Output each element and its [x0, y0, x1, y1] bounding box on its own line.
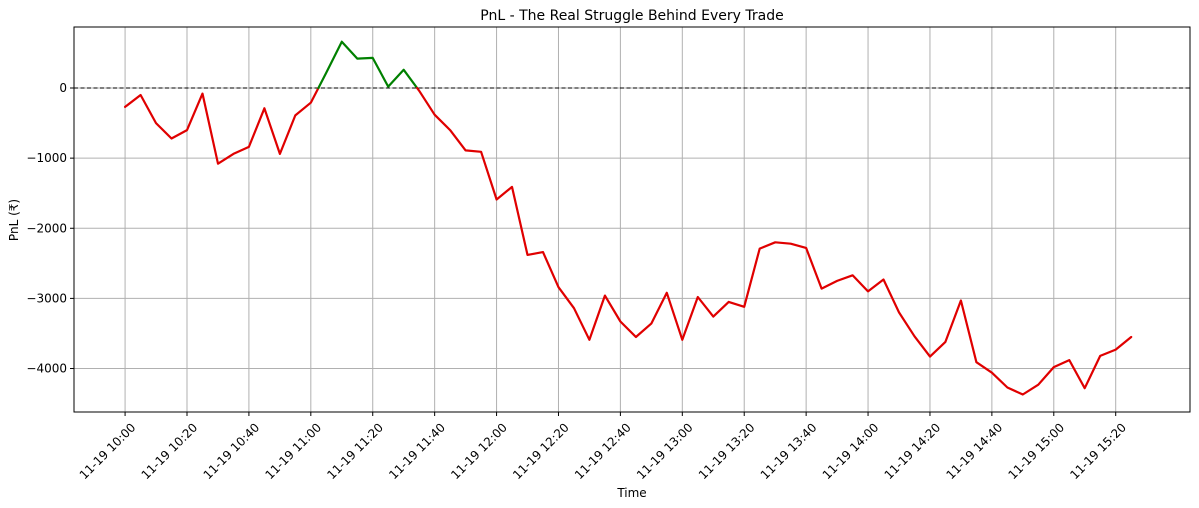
- pnl-series: [124, 40, 1133, 396]
- y-tick-label: −1000: [26, 151, 67, 165]
- x-tick-label: 11-19 13:00: [634, 420, 696, 482]
- pnl-line-positive: [317, 40, 419, 90]
- y-axis-ticks: −4000 −3000 −2000 −1000 0: [26, 81, 74, 376]
- x-tick-label: 11-19 15:20: [1067, 420, 1129, 482]
- x-tick-label: 11-19 14:20: [882, 420, 944, 482]
- x-tick-label: 11-19 12:20: [510, 420, 572, 482]
- x-axis-label: Time: [616, 486, 646, 500]
- x-tick-label: 11-19 13:20: [696, 420, 758, 482]
- x-tick-label: 11-19 15:00: [1005, 420, 1067, 482]
- x-axis-ticks: 11-19 10:00 11-19 10:20 11-19 10:40 11-19 1…: [77, 412, 1129, 482]
- x-tick-label: 11-19 12:40: [572, 420, 634, 482]
- y-tick-label: 0: [59, 81, 67, 95]
- pnl-line-negative: [124, 86, 320, 165]
- grid: [74, 27, 1190, 412]
- x-tick-label: 11-19 10:40: [201, 420, 263, 482]
- y-axis-label: PnL (₹): [7, 199, 21, 241]
- x-tick-label: 11-19 14:40: [944, 420, 1006, 482]
- x-tick-label: 11-19 12:00: [448, 420, 510, 482]
- x-tick-label: 11-19 10:00: [77, 420, 139, 482]
- x-tick-label: 11-19 11:00: [262, 420, 324, 482]
- y-tick-label: −2000: [26, 221, 67, 235]
- x-tick-label: 11-19 10:20: [139, 420, 201, 482]
- y-tick-label: −3000: [26, 291, 67, 305]
- x-tick-label: 11-19 13:40: [758, 420, 820, 482]
- chart-title: PnL - The Real Struggle Behind Every Tra…: [480, 8, 783, 24]
- x-tick-label: 11-19 14:00: [820, 420, 882, 482]
- x-tick-label: 11-19 11:40: [386, 420, 448, 482]
- pnl-line-negative: [416, 86, 1133, 396]
- x-tick-label: 11-19 11:20: [324, 420, 386, 482]
- plot-area-frame: [73, 26, 1191, 413]
- y-tick-label: −4000: [26, 362, 67, 376]
